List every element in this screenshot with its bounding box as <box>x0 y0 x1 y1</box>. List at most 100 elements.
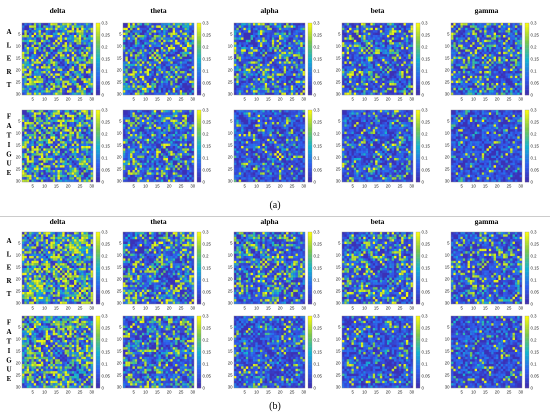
heatmap-cell <box>182 80 185 84</box>
heatmap-cell <box>22 27 25 31</box>
heatmap-cell <box>38 30 41 33</box>
heatmap-cell <box>55 47 58 50</box>
heatmap-cell <box>458 54 461 57</box>
heatmap-cell <box>344 90 347 93</box>
heatmap-cell <box>410 63 414 67</box>
heatmap-cell <box>45 112 49 115</box>
heatmap-cell <box>83 124 86 127</box>
heatmap-cell <box>403 49 406 52</box>
heatmap-cell <box>481 44 485 48</box>
heatmap-cell <box>163 92 166 96</box>
heatmap-cell <box>33 170 37 173</box>
heatmap-cell <box>50 78 53 81</box>
heatmap-cell <box>31 158 34 161</box>
heatmap-cell <box>38 35 41 38</box>
x-tick-label: 30 <box>409 97 414 102</box>
heatmap-cell <box>368 56 371 60</box>
heatmap-cell <box>125 37 128 40</box>
heatmap-cell <box>132 117 135 120</box>
heatmap-cell <box>36 141 39 144</box>
heatmap-cell <box>144 75 147 79</box>
heatmap-cell <box>24 54 27 57</box>
heatmap-cell <box>33 150 37 154</box>
heatmap-cell <box>137 131 140 135</box>
heatmap-cell <box>29 136 32 139</box>
heatmap-cell <box>144 66 147 69</box>
heatmap-cell <box>48 126 51 130</box>
heatmap-cell <box>238 30 242 33</box>
heatmap-cell <box>346 25 350 28</box>
heatmap-cell <box>125 47 128 50</box>
heatmap-cell <box>172 129 176 132</box>
heatmap-cell <box>31 44 34 48</box>
heatmap-cell <box>391 32 395 36</box>
heatmap-cell <box>144 83 147 86</box>
heatmap-cell <box>29 66 32 69</box>
heatmap-cell <box>43 63 46 67</box>
heatmap-cell <box>125 49 128 52</box>
heatmap-cell <box>401 63 404 67</box>
heatmap-cell <box>262 75 265 79</box>
heatmap-cell <box>290 90 294 93</box>
heatmap-cell <box>90 47 94 50</box>
heatmap-cell <box>74 129 77 132</box>
heatmap-cell <box>29 85 32 88</box>
heatmap-cell <box>163 114 166 118</box>
heatmap-cell <box>38 44 41 48</box>
heatmap-cell <box>146 61 150 64</box>
heatmap-alert-beta: 5 10 15 20 25 30510152025300.30.250.20.150.10… <box>336 21 431 102</box>
heatmap-cell <box>467 23 470 26</box>
heatmap-cell <box>346 51 350 55</box>
heatmap-cell <box>271 59 275 62</box>
heatmap-cell <box>401 30 404 33</box>
heatmap-cell <box>358 59 361 62</box>
heatmap-cell <box>59 56 63 60</box>
heatmap-cell <box>469 35 473 38</box>
heatmap-cell <box>76 27 79 31</box>
heatmap-cell <box>57 117 60 120</box>
heatmap-cell <box>262 39 265 43</box>
x-tick-label: 5 <box>243 97 246 102</box>
heatmap-cell <box>179 92 183 96</box>
heatmap-cell <box>123 131 126 135</box>
heatmap-cell <box>517 87 520 91</box>
y-tick-label: 25 <box>228 79 233 84</box>
heatmap-cell <box>264 73 268 76</box>
heatmap-cell <box>134 83 138 86</box>
heatmap-cell <box>182 131 185 135</box>
heatmap-cell <box>458 37 461 40</box>
heatmap-cell <box>45 129 49 132</box>
heatmap-cell <box>455 23 459 26</box>
heatmap-cell <box>184 59 187 62</box>
heatmap-cell <box>134 23 138 26</box>
heatmap-cell <box>182 129 185 132</box>
heatmap-cell <box>158 39 161 43</box>
heatmap-cell <box>500 39 504 43</box>
heatmap-cell <box>62 23 65 26</box>
heatmap-cell <box>451 71 454 74</box>
heatmap-cell <box>505 51 508 55</box>
heatmap-cell <box>290 39 294 43</box>
heatmap-cell <box>451 47 454 50</box>
heatmap-cell <box>514 80 518 84</box>
heatmap-cell <box>50 59 53 62</box>
heatmap-cell <box>22 87 25 91</box>
heatmap-cell <box>290 44 294 48</box>
heatmap-cell <box>90 35 94 38</box>
heatmap-cell <box>50 119 53 123</box>
heatmap-cell <box>365 68 369 72</box>
heatmap-cell <box>48 117 51 120</box>
heatmap-cell <box>238 68 242 72</box>
heatmap-cell <box>507 85 511 88</box>
heatmap-cell <box>29 47 32 50</box>
heatmap-cell <box>377 78 380 81</box>
heatmap-cell <box>137 42 140 45</box>
heatmap-cell <box>57 153 60 156</box>
heatmap-cell <box>191 131 195 135</box>
heatmap-cell <box>377 51 380 55</box>
heatmap-cell <box>293 47 296 50</box>
heatmap-cell <box>234 35 237 38</box>
heatmap-cell <box>78 59 82 62</box>
heatmap-cell <box>486 23 489 26</box>
heatmap-cell <box>26 68 30 72</box>
